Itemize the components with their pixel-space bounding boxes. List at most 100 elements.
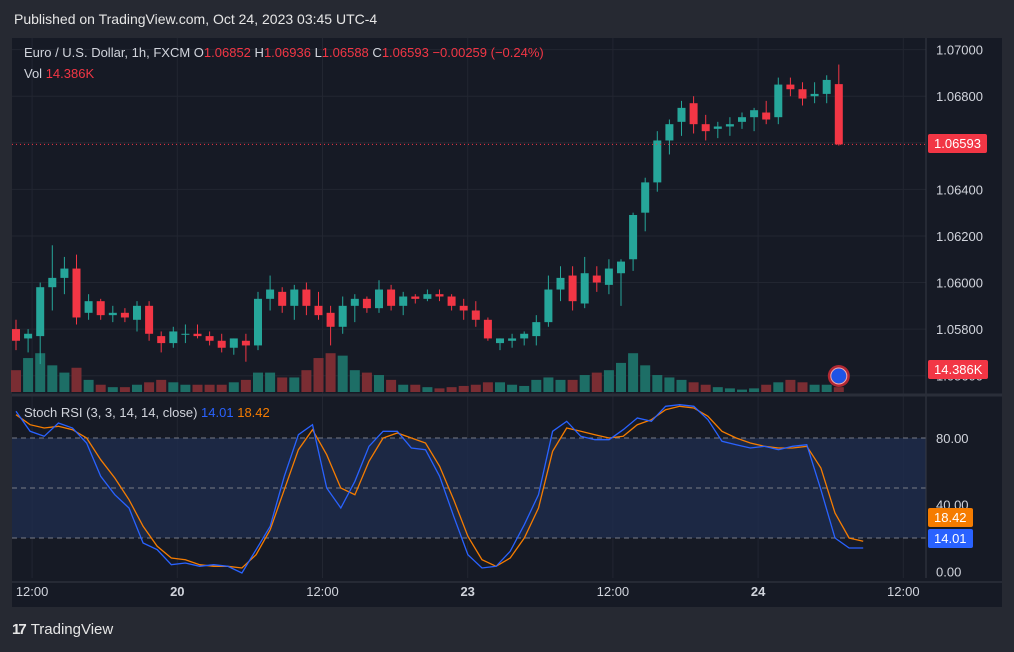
candle-body [810, 93, 819, 97]
volume-bar [809, 384, 820, 392]
close-label: C [372, 45, 382, 60]
candle-body [193, 333, 202, 337]
candle-body [217, 340, 226, 348]
volume-bar [555, 379, 566, 392]
candle-body [701, 124, 710, 132]
price-tick-label: 1.07000 [936, 43, 983, 58]
candle-body [387, 289, 396, 306]
candle-body [181, 333, 190, 335]
candle-body [556, 277, 565, 290]
volume-bar [95, 384, 106, 392]
volume-bar [228, 382, 239, 392]
candle-body [532, 322, 541, 337]
volume-bar [446, 387, 457, 392]
volume-bar [688, 382, 699, 392]
symbol-name: Euro / U.S. Dollar, 1h, FXCM [24, 45, 191, 60]
volume-bar [313, 358, 324, 392]
volume-bar [132, 384, 142, 392]
candle-body [447, 296, 456, 306]
candlesticks [12, 64, 926, 387]
candle-body [314, 305, 323, 316]
candle-body [338, 305, 347, 327]
low-label: L [314, 45, 322, 60]
volume-bar [83, 379, 94, 392]
candle-body [302, 289, 311, 306]
candle-body [350, 298, 359, 306]
price-tag: 1.06593 [928, 134, 987, 153]
volume-tag: 14.386K [928, 360, 989, 379]
tradingview-logo[interactable]: 17 TradingView [12, 621, 113, 638]
time-tick-label: 20 [170, 584, 184, 599]
change-value: −0.00259 (−0.24%) [432, 45, 544, 60]
candle-body [48, 277, 57, 288]
candle-body [96, 301, 105, 316]
volume-bar [11, 370, 21, 392]
candle-body [774, 84, 783, 118]
volume-bar [640, 365, 651, 392]
price-tick-label: 1.06800 [936, 89, 983, 104]
stoch-d-tag: 18.42 [928, 508, 973, 527]
volume-bar [737, 389, 747, 392]
volume-bar [773, 382, 784, 392]
volume-bar [156, 379, 167, 392]
candle-body [677, 107, 686, 122]
candle-body [459, 305, 468, 311]
volume-bar [761, 384, 772, 392]
stoch-tick-label: 80.00 [936, 431, 969, 446]
open-label: O [193, 45, 204, 60]
time-tick-label: 12:00 [597, 584, 630, 599]
candle-body [653, 140, 662, 183]
volume-bar [543, 377, 554, 392]
candle-body [822, 79, 831, 94]
volume-bar [785, 379, 796, 392]
low-value: 1.06588 [321, 45, 369, 60]
volume-legend[interactable]: Vol 14.386K [24, 66, 94, 81]
price-tick-label: 1.06200 [936, 229, 983, 244]
volume-bar [180, 384, 191, 392]
volume-bar [398, 384, 409, 392]
volume-bar [616, 362, 626, 392]
volume-bar [216, 384, 227, 392]
candle-body [241, 340, 250, 346]
volume-bar [470, 384, 481, 392]
volume-bar [325, 353, 336, 392]
volume-bar [23, 358, 34, 392]
close-value: 1.06593 [381, 45, 429, 60]
candle-body [738, 117, 746, 122]
candle-body [169, 331, 178, 344]
candle-body [278, 291, 287, 306]
candle-body [411, 296, 420, 299]
volume-bars [11, 353, 844, 392]
candle-body [641, 182, 650, 213]
volume-bar [664, 377, 675, 392]
candle-body [520, 333, 529, 339]
candle-body [60, 268, 69, 278]
volume-bar [434, 388, 445, 392]
stoch-line-k [15, 404, 864, 574]
volume-bar [833, 387, 844, 392]
volume-bar [410, 384, 421, 392]
stoch-legend[interactable]: Stoch RSI (3, 3, 14, 14, close) 14.01 18… [24, 405, 270, 420]
volume-bar [712, 387, 723, 392]
volume-bar [507, 384, 518, 392]
stoch-panel [12, 404, 926, 574]
candle-body [120, 312, 129, 318]
candle-body [713, 126, 722, 129]
volume-bar [628, 353, 639, 392]
volume-bar [652, 375, 663, 392]
candle-body [108, 312, 117, 316]
candle-body [471, 310, 480, 320]
volume-bar [240, 379, 251, 392]
volume-bar [337, 355, 348, 392]
volume-bar [495, 382, 505, 392]
volume-bar [797, 382, 808, 392]
volume-label: Vol [24, 66, 43, 81]
high-label: H [254, 45, 264, 60]
volume-bar [724, 388, 735, 392]
symbol-legend[interactable]: Euro / U.S. Dollar, 1h, FXCM O1.06852 H1… [24, 45, 544, 60]
volume-bar [519, 385, 530, 392]
candle-body [12, 329, 20, 341]
candle-body [72, 268, 81, 318]
volume-bar [277, 377, 288, 392]
